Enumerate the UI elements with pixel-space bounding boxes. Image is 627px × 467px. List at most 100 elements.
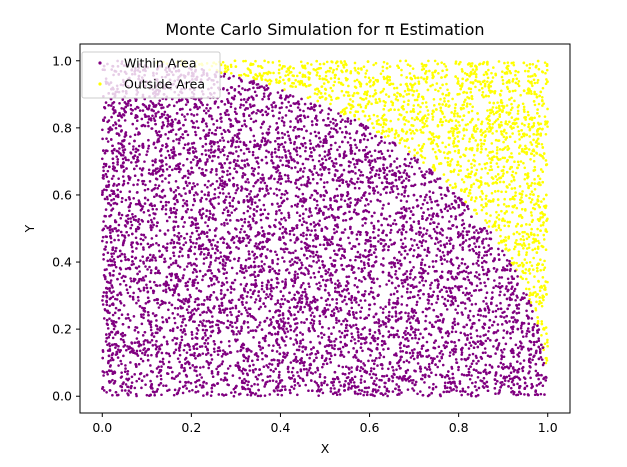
- within-area-point: [270, 103, 273, 107]
- within-area-point: [208, 228, 211, 232]
- outside-area-point: [496, 117, 500, 121]
- outside-area-point: [491, 225, 495, 228]
- within-area-point: [354, 323, 358, 327]
- outside-area-point: [408, 150, 411, 153]
- outside-area-point: [334, 73, 337, 77]
- outside-area-point: [420, 62, 424, 66]
- within-area-point: [135, 301, 138, 305]
- within-area-point: [435, 301, 438, 304]
- within-area-point: [233, 134, 237, 137]
- outside-area-point: [463, 71, 467, 75]
- outside-area-point: [501, 156, 505, 160]
- outside-area-point: [536, 233, 540, 237]
- within-area-point: [482, 376, 486, 380]
- within-area-point: [121, 175, 125, 178]
- outside-area-point: [527, 148, 531, 151]
- outside-area-point: [390, 128, 394, 132]
- within-area-point: [221, 187, 225, 191]
- outside-area-point: [272, 71, 275, 75]
- outside-area-point: [387, 95, 391, 98]
- outside-area-point: [452, 145, 456, 148]
- within-area-point: [478, 277, 481, 281]
- outside-area-point: [447, 130, 451, 134]
- outside-area-point: [421, 125, 425, 129]
- outside-area-point: [393, 136, 397, 139]
- within-area-point: [102, 220, 105, 223]
- within-area-point: [298, 146, 302, 150]
- within-area-point: [353, 186, 357, 190]
- outside-area-point: [316, 71, 319, 74]
- outside-area-point: [412, 104, 416, 107]
- within-area-point: [396, 297, 400, 300]
- within-area-point: [284, 180, 288, 183]
- within-area-point: [283, 133, 287, 136]
- outside-area-point: [439, 162, 443, 165]
- within-area-point: [210, 390, 214, 393]
- within-area-point: [379, 150, 383, 153]
- within-area-point: [497, 247, 500, 251]
- outside-area-point: [510, 96, 513, 100]
- outside-area-point: [342, 94, 346, 97]
- outside-area-point: [503, 224, 506, 228]
- outside-area-point: [458, 124, 461, 127]
- outside-area-point: [449, 160, 452, 163]
- outside-area-point: [345, 106, 348, 110]
- within-area-point: [472, 314, 475, 318]
- within-area-point: [468, 237, 471, 241]
- within-area-point: [117, 177, 120, 180]
- within-area-point: [367, 359, 370, 363]
- outside-area-point: [443, 156, 447, 160]
- within-area-point: [490, 366, 494, 369]
- outside-area-point: [509, 125, 512, 129]
- outside-area-point: [541, 155, 544, 158]
- within-area-point: [172, 146, 175, 149]
- outside-area-point: [474, 64, 477, 68]
- within-area-point: [355, 162, 359, 166]
- outside-area-point: [523, 116, 526, 119]
- outside-area-point: [384, 101, 387, 104]
- outside-area-point: [346, 94, 350, 97]
- outside-area-point: [483, 162, 487, 166]
- outside-area-point: [485, 212, 488, 215]
- outside-area-point: [420, 76, 423, 79]
- within-area-point: [339, 284, 342, 288]
- outside-area-point: [447, 92, 451, 95]
- outside-area-point: [294, 78, 297, 82]
- outside-area-point: [514, 73, 517, 77]
- within-area-point: [303, 305, 306, 309]
- outside-area-point: [506, 144, 510, 148]
- outside-area-point: [354, 69, 357, 72]
- within-area-point: [193, 147, 197, 150]
- within-area-point: [511, 277, 514, 281]
- outside-area-point: [515, 230, 519, 234]
- within-area-point: [167, 181, 171, 184]
- outside-area-point: [431, 71, 434, 75]
- within-area-point: [370, 221, 373, 225]
- outside-area-point: [395, 86, 399, 90]
- outside-area-point: [530, 92, 533, 96]
- within-area-point: [250, 384, 253, 388]
- outside-area-point: [454, 186, 457, 189]
- within-area-point: [184, 118, 187, 121]
- within-area-point: [346, 375, 350, 379]
- outside-area-point: [496, 198, 500, 201]
- outside-area-point: [539, 168, 543, 171]
- outside-area-point: [545, 193, 548, 197]
- within-area-point: [390, 187, 394, 191]
- within-area-point: [177, 170, 181, 174]
- outside-area-point: [336, 60, 339, 63]
- outside-area-point: [233, 59, 237, 63]
- within-area-point: [172, 104, 176, 108]
- outside-area-point: [456, 160, 460, 164]
- outside-area-point: [479, 180, 482, 183]
- within-area-point: [240, 312, 243, 316]
- within-area-point: [431, 191, 435, 195]
- within-area-point: [289, 361, 293, 364]
- outside-area-point: [509, 108, 513, 112]
- outside-area-point: [537, 219, 541, 223]
- within-area-point: [537, 377, 540, 381]
- outside-area-point: [410, 86, 414, 89]
- outside-area-point: [505, 136, 509, 139]
- within-area-point: [105, 286, 108, 290]
